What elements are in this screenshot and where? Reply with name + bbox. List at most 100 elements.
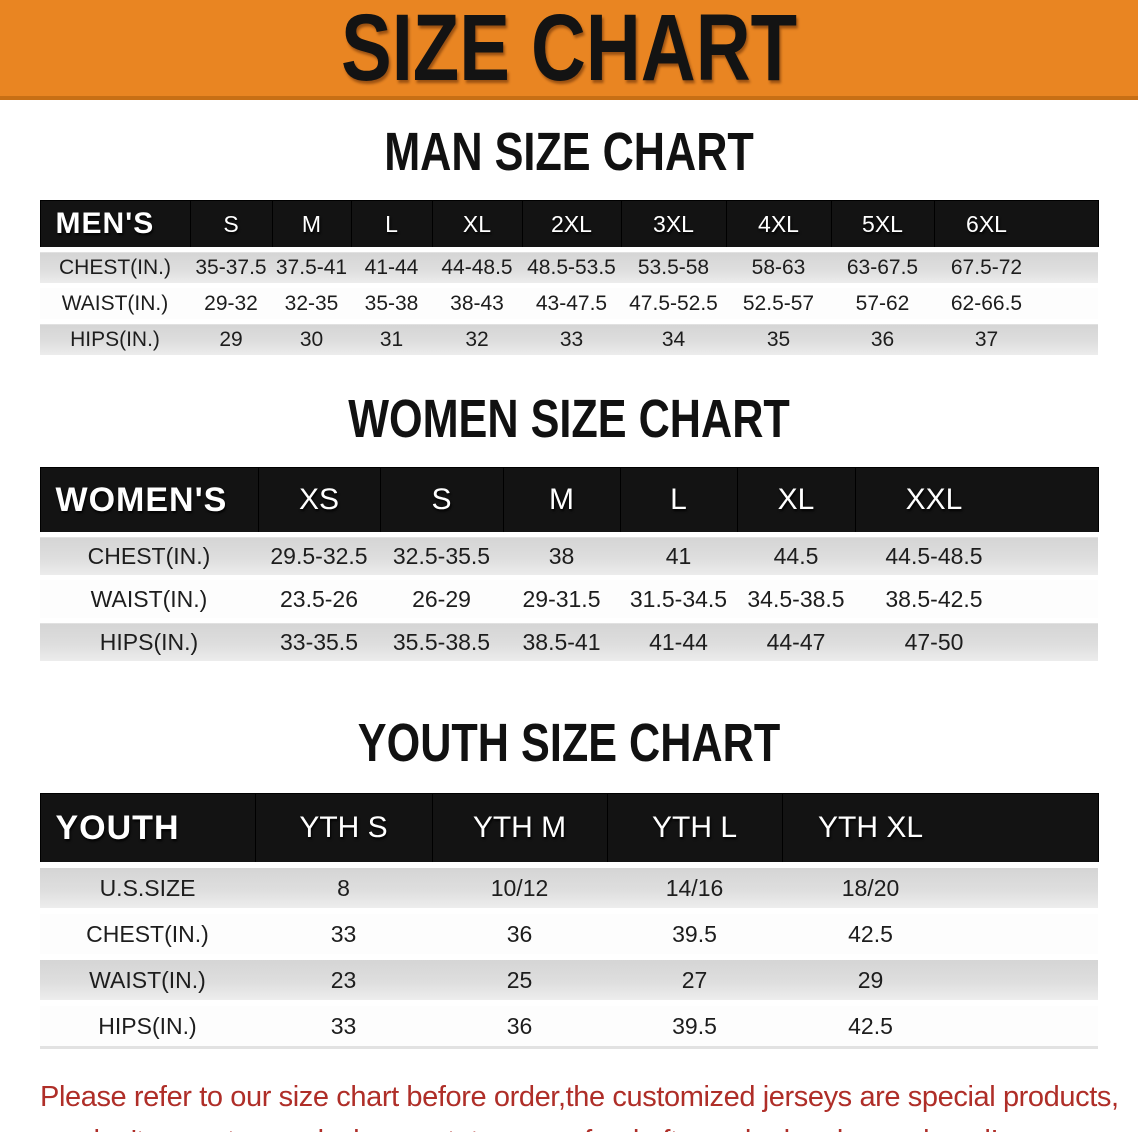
value-cell: 36	[831, 319, 934, 355]
value-cell: 35-37.5	[190, 247, 272, 286]
header-row: MEN'S S M L XL 2XL 3XL 4XL 5XL 6XL	[39, 200, 1099, 250]
table-row: U.S.SIZE 8 10/12 14/16 18/20	[40, 862, 1098, 911]
value-cell: 29.5-32.5	[258, 532, 380, 578]
youth-table-body: U.S.SIZE 8 10/12 14/16 18/20 CHEST(IN.) 33 36 39…	[40, 862, 1098, 1049]
size-header-cell: YTH S	[254, 793, 433, 866]
value-cell: 26-29	[380, 575, 503, 621]
size-header-cell: M	[271, 200, 352, 250]
table-row: HIPS(IN.) 33 36 39.5 42.5	[40, 1000, 1098, 1049]
men-table-body: CHEST(IN.) 35-37.5 37.5-41 41-44 44-48.5 48.5…	[40, 247, 1098, 355]
row-label-cell: U.S.SIZE	[40, 862, 255, 911]
size-header-cell: YTH M	[431, 793, 608, 866]
youth-section-heading: YOUTH SIZE CHART	[0, 713, 1138, 773]
value-cell: 52.5-57	[726, 283, 831, 322]
value-cell: 57-62	[831, 283, 934, 322]
value-cell: 47.5-52.5	[621, 283, 726, 322]
page-title: SIZE CHART	[341, 0, 797, 101]
size-header-cell: XS	[257, 467, 381, 535]
value-cell: 33	[255, 1000, 432, 1049]
value-cell: 35	[726, 319, 831, 355]
table-row: CHEST(IN.) 33 36 39.5 42.5	[40, 908, 1098, 957]
row-label-cell: CHEST(IN.)	[40, 908, 255, 957]
size-header-cell: 6XL	[933, 200, 1099, 250]
value-cell: 41-44	[351, 247, 432, 286]
footer-line-2: we don't accept cancel, change, teturn o…	[40, 1119, 1120, 1132]
footer-disclaimer: Please refer to our size chart before or…	[40, 1075, 1120, 1132]
value-cell: 44-47	[737, 618, 855, 661]
value-cell: 39.5	[607, 908, 782, 957]
value-cell: 33	[522, 319, 621, 355]
women-table-body: CHEST(IN.) 29.5-32.5 32.5-35.5 38 41 44.5 44.5…	[40, 532, 1098, 661]
table-title-cell: MEN'S	[39, 200, 191, 250]
size-header-cell: YTH L	[606, 793, 783, 866]
value-cell: 39.5	[607, 1000, 782, 1049]
value-cell: 38-43	[432, 283, 522, 322]
size-header-cell: 5XL	[830, 200, 935, 250]
value-cell: 33-35.5	[258, 618, 380, 661]
value-cell: 32-35	[272, 283, 351, 322]
value-cell: 34	[621, 319, 726, 355]
value-cell: 42.5	[782, 908, 1098, 957]
value-cell: 53.5-58	[621, 247, 726, 286]
row-label-cell: HIPS(IN.)	[40, 1000, 255, 1049]
value-cell: 25	[432, 954, 607, 1003]
youth-size-table: YOUTH YTH S YTH M YTH L YTH XL U.S.SIZE 8 10/1…	[39, 793, 1099, 1049]
size-header-cell: S	[379, 467, 504, 535]
value-cell: 38.5-41	[503, 618, 620, 661]
value-cell: 33	[255, 908, 432, 957]
value-cell: 43-47.5	[522, 283, 621, 322]
row-label-cell: HIPS(IN.)	[40, 618, 258, 661]
table-row: WAIST(IN.) 23.5-26 26-29 29-31.5 31.5-34.5 34…	[40, 575, 1098, 621]
value-cell: 35.5-38.5	[380, 618, 503, 661]
row-label-cell: WAIST(IN.)	[40, 954, 255, 1003]
table-row: HIPS(IN.) 29 30 31 32 33 34 35 36 37	[40, 319, 1098, 355]
size-header-cell: XL	[431, 200, 523, 250]
value-cell: 32	[432, 319, 522, 355]
table-row: CHEST(IN.) 29.5-32.5 32.5-35.5 38 41 44.5 44.5…	[40, 532, 1098, 578]
value-cell: 37	[934, 319, 1098, 355]
row-label-cell: WAIST(IN.)	[40, 575, 258, 621]
header-row: WOMEN'S XS S M L XL XXL	[39, 467, 1099, 535]
women-size-table: WOMEN'S XS S M L XL XXL CHEST(IN.) 29.5-32.5 32.…	[39, 467, 1099, 661]
size-header-cell: 3XL	[620, 200, 727, 250]
row-label-cell: CHEST(IN.)	[40, 532, 258, 578]
table-row: WAIST(IN.) 29-32 32-35 35-38 38-43 43-47.5 47.…	[40, 283, 1098, 322]
value-cell: 27	[607, 954, 782, 1003]
size-header-cell: XL	[736, 467, 856, 535]
value-cell: 36	[432, 908, 607, 957]
value-cell: 29	[782, 954, 1098, 1003]
table-row: HIPS(IN.) 33-35.5 35.5-38.5 38.5-41 41-44 44-…	[40, 618, 1098, 661]
youth-heading-text: YOUTH SIZE CHART	[357, 713, 781, 773]
value-cell: 36	[432, 1000, 607, 1049]
value-cell: 29-31.5	[503, 575, 620, 621]
size-header-cell: XXL	[854, 467, 1099, 535]
value-cell: 41-44	[620, 618, 737, 661]
men-section-heading: MAN SIZE CHART	[0, 122, 1138, 182]
men-heading-text: MAN SIZE CHART	[384, 122, 754, 182]
value-cell: 23.5-26	[258, 575, 380, 621]
value-cell: 37.5-41	[272, 247, 351, 286]
size-header-cell: YTH XL	[781, 793, 1099, 866]
women-table-head: WOMEN'S XS S M L XL XXL	[39, 467, 1099, 535]
value-cell: 14/16	[607, 862, 782, 911]
value-cell: 23	[255, 954, 432, 1003]
men-size-table: MEN'S S M L XL 2XL 3XL 4XL 5XL 6XL CHEST(IN.) 35-3…	[39, 200, 1099, 355]
youth-table-head: YOUTH YTH S YTH M YTH L YTH XL	[39, 793, 1099, 866]
row-label-cell: WAIST(IN.)	[40, 283, 190, 322]
value-cell: 10/12	[432, 862, 607, 911]
value-cell: 44.5-48.5	[855, 532, 1098, 578]
size-header-cell: L	[619, 467, 738, 535]
value-cell: 31.5-34.5	[620, 575, 737, 621]
women-heading-text: WOMEN SIZE CHART	[348, 389, 790, 449]
value-cell: 29	[190, 319, 272, 355]
value-cell: 38.5-42.5	[855, 575, 1098, 621]
value-cell: 47-50	[855, 618, 1098, 661]
table-title-cell: WOMEN'S	[39, 467, 259, 535]
banner: SIZE CHART	[0, 0, 1138, 100]
footer-line-1: Please refer to our size chart before or…	[40, 1081, 1119, 1113]
women-section-heading: WOMEN SIZE CHART	[0, 389, 1138, 449]
header-row: YOUTH YTH S YTH M YTH L YTH XL	[39, 793, 1099, 866]
value-cell: 32.5-35.5	[380, 532, 503, 578]
value-cell: 67.5-72	[934, 247, 1098, 286]
